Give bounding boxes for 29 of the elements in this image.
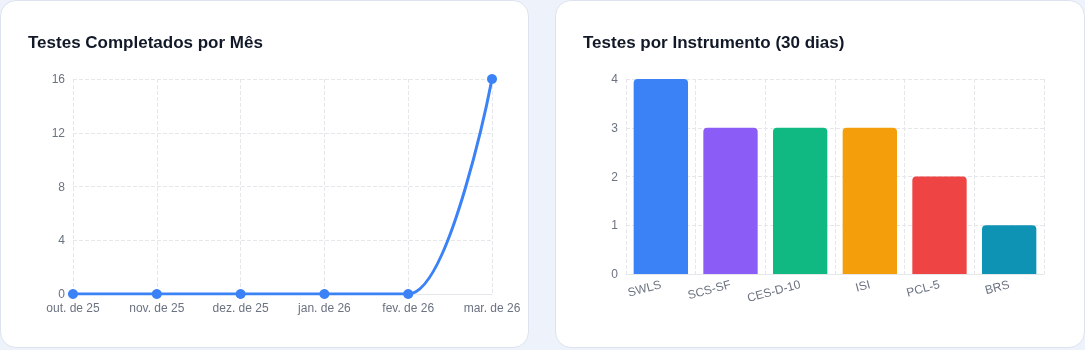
chart-title: Testes por Instrumento (30 dias): [583, 33, 845, 52]
x-tick-label: jan. de 26: [297, 301, 352, 315]
x-tick-label: BRS: [983, 277, 1011, 298]
y-tick-label: 1: [611, 218, 619, 233]
y-tick-label: 12: [51, 125, 66, 140]
bar: [912, 176, 967, 274]
bar: [773, 127, 828, 274]
x-tick-label: SWLS: [626, 277, 663, 300]
bar: [842, 127, 897, 274]
x-tick-label: dez. de 25: [212, 301, 269, 315]
x-tick-label: fev. de 26: [382, 301, 435, 315]
x-tick-label: PCL-5: [904, 277, 942, 300]
y-tick-label: 4: [611, 72, 619, 86]
x-tick-label: SCS-SF: [686, 277, 733, 303]
bar: [982, 225, 1037, 274]
y-tick-label: 16: [51, 72, 66, 86]
x-tick-label: ISI: [853, 277, 872, 295]
y-tick-label: 0: [58, 287, 66, 301]
x-tick-label: nov. de 25: [129, 301, 185, 315]
y-tick-label: 8: [58, 179, 66, 194]
bar: [703, 127, 758, 274]
y-tick-label: 2: [611, 169, 619, 184]
y-tick-label: 3: [611, 120, 619, 135]
chart-title: Testes Completados por Mês: [28, 33, 263, 52]
bar: [633, 79, 688, 274]
y-tick-label: 0: [611, 267, 619, 281]
y-tick-label: 4: [58, 233, 66, 248]
x-tick-label: mar. de 26: [463, 301, 521, 315]
x-tick-label: out. de 25: [46, 301, 101, 315]
